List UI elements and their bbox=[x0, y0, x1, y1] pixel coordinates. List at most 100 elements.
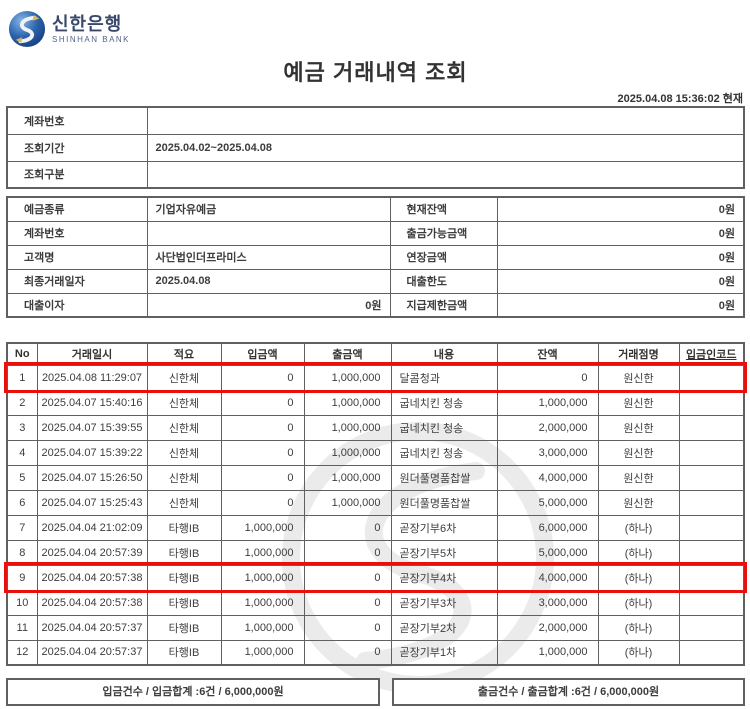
col-header-withdrawal: 출금액 bbox=[303, 342, 392, 366]
cell-datetime: 2025.04.04 20:57:37 bbox=[36, 614, 148, 641]
field-value bbox=[146, 160, 745, 189]
cell-type: 신한체 bbox=[146, 439, 222, 466]
cell-no: 8 bbox=[6, 539, 38, 566]
cell-branch: (하나) bbox=[597, 589, 680, 616]
withdrawal-summary: 출금건수 / 출금합계 :6건 / 6,000,000원 bbox=[392, 678, 745, 706]
field-value: 0원 bbox=[496, 244, 745, 270]
cell-datetime: 2025.04.07 15:39:55 bbox=[36, 414, 148, 441]
cell-datetime: 2025.04.04 20:57:38 bbox=[36, 564, 148, 591]
cell-deposit: 1,000,000 bbox=[220, 589, 305, 616]
cell-type: 타행IB bbox=[146, 589, 222, 616]
cell-description: 곧장기부4차 bbox=[390, 564, 498, 591]
transaction-row: 10 2025.04.04 20:57:38 타행IB 1,000,000 0 곧장기부3… bbox=[6, 589, 745, 616]
cell-balance: 1,000,000 bbox=[496, 389, 599, 416]
account-info-row: 예금종류 기업자유예금 현재잔액 0원 bbox=[6, 196, 745, 222]
transaction-row: 1 2025.04.08 11:29:07 신한체 0 1,000,000 달콤청과 0 원신… bbox=[4, 362, 747, 393]
summary-section: 입금건수 / 입금합계 :6건 / 6,000,000원 출금건수 / 출금합계… bbox=[6, 678, 745, 706]
cell-no: 9 bbox=[6, 564, 38, 591]
cell-balance: 0 bbox=[496, 364, 599, 391]
cell-deposit: 1,000,000 bbox=[220, 639, 305, 666]
field-value: 0원 bbox=[146, 292, 391, 318]
cell-deposit: 0 bbox=[220, 364, 305, 391]
field-value: 2025.04.08 bbox=[146, 268, 391, 294]
cell-balance: 4,000,000 bbox=[496, 564, 599, 591]
bank-name-korean: 신한은행 bbox=[52, 13, 123, 34]
col-header-code[interactable]: 입금인코드 bbox=[678, 342, 745, 366]
cell-withdrawal: 0 bbox=[303, 614, 392, 641]
cell-code bbox=[678, 564, 745, 591]
cell-balance: 4,000,000 bbox=[496, 464, 599, 491]
cell-no: 1 bbox=[6, 364, 38, 391]
cell-deposit: 1,000,000 bbox=[220, 514, 305, 541]
cell-no: 3 bbox=[6, 414, 38, 441]
transaction-row: 9 2025.04.04 20:57:38 타행IB 1,000,000 0 곧장기부4차… bbox=[4, 562, 747, 593]
cell-code bbox=[678, 539, 745, 566]
field-value: 0원 bbox=[496, 268, 745, 294]
cell-balance: 2,000,000 bbox=[496, 614, 599, 641]
field-value: 0원 bbox=[496, 292, 745, 318]
cell-description: 곧장기부3차 bbox=[390, 589, 498, 616]
transaction-row: 7 2025.04.04 21:02:09 타행IB 1,000,000 0 곧장기부6차… bbox=[6, 514, 745, 541]
cell-datetime: 2025.04.04 20:57:37 bbox=[36, 639, 148, 666]
cell-balance: 3,000,000 bbox=[496, 589, 599, 616]
transaction-row: 5 2025.04.07 15:26:50 신한체 0 1,000,000 원더풀명품찹쌀… bbox=[6, 464, 745, 491]
cell-description: 원더풀명품찹쌀 bbox=[390, 489, 498, 516]
cell-branch: (하나) bbox=[597, 564, 680, 591]
field-label: 지급제한금액 bbox=[389, 292, 498, 318]
cell-deposit: 1,000,000 bbox=[220, 614, 305, 641]
transactions-section: No 거래일시 적요 입금액 출금액 내용 잔액 거래점명 입금인코드 1 2025.04.08 … bbox=[4, 342, 747, 694]
cell-code bbox=[678, 614, 745, 641]
col-header-deposit: 입금액 bbox=[220, 342, 305, 366]
transaction-row: 3 2025.04.07 15:39:55 신한체 0 1,000,000 굽네치킨 청송… bbox=[6, 414, 745, 441]
field-value: 2025.04.02~2025.04.08 bbox=[146, 133, 745, 162]
cell-no: 12 bbox=[6, 639, 38, 666]
cell-branch: 원신한 bbox=[597, 489, 680, 516]
bank-name-english: SHINHAN BANK bbox=[52, 34, 131, 44]
cell-branch: 원신한 bbox=[597, 389, 680, 416]
account-info-row: 대출이자 0원 지급제한금액 0원 bbox=[6, 292, 745, 318]
cell-deposit: 0 bbox=[220, 464, 305, 491]
cell-balance: 2,000,000 bbox=[496, 414, 599, 441]
account-info-row: 고객명 사단법인더프라미스 연장금액 0원 bbox=[6, 244, 745, 270]
cell-description: 곧장기부2차 bbox=[390, 614, 498, 641]
cell-withdrawal: 1,000,000 bbox=[303, 439, 392, 466]
cell-type: 타행IB bbox=[146, 639, 222, 666]
field-value: 사단법인더프라미스 bbox=[146, 244, 391, 270]
cell-branch: 원신한 bbox=[597, 439, 680, 466]
cell-no: 7 bbox=[6, 514, 38, 541]
cell-withdrawal: 1,000,000 bbox=[303, 489, 392, 516]
query-info-table: 계좌번호 조회기간 2025.04.02~2025.04.08 조회구분 bbox=[6, 106, 745, 189]
col-header-branch: 거래점명 bbox=[597, 342, 680, 366]
cell-withdrawal: 1,000,000 bbox=[303, 389, 392, 416]
cell-balance: 3,000,000 bbox=[496, 439, 599, 466]
shinhan-logo: 신한은행 SHINHAN BANK bbox=[8, 10, 130, 48]
cell-datetime: 2025.04.08 11:29:07 bbox=[36, 364, 148, 391]
field-label: 계좌번호 bbox=[6, 220, 148, 246]
col-header-no: No bbox=[6, 342, 38, 366]
cell-deposit: 1,000,000 bbox=[220, 564, 305, 591]
cell-type: 신한체 bbox=[146, 489, 222, 516]
cell-balance: 5,000,000 bbox=[496, 539, 599, 566]
cell-branch: (하나) bbox=[597, 539, 680, 566]
cell-datetime: 2025.04.04 20:57:38 bbox=[36, 589, 148, 616]
cell-deposit: 0 bbox=[220, 489, 305, 516]
cell-no: 4 bbox=[6, 439, 38, 466]
cell-no: 11 bbox=[6, 614, 38, 641]
cell-withdrawal: 0 bbox=[303, 539, 392, 566]
cell-type: 신한체 bbox=[146, 389, 222, 416]
col-header-datetime: 거래일시 bbox=[36, 342, 148, 366]
page-title: 예금 거래내역 조회 bbox=[283, 60, 468, 85]
cell-code bbox=[678, 364, 745, 391]
field-value: 기업자유예금 bbox=[146, 196, 391, 222]
page-header: 신한은행 SHINHAN BANK 예금 거래내역 조회 2025.04.08 … bbox=[6, 10, 745, 106]
cell-balance: 6,000,000 bbox=[496, 514, 599, 541]
field-value bbox=[146, 106, 745, 135]
cell-branch: 원신한 bbox=[597, 364, 680, 391]
deposit-summary: 입금건수 / 입금합계 :6건 / 6,000,000원 bbox=[6, 678, 380, 706]
cell-datetime: 2025.04.07 15:25:43 bbox=[36, 489, 148, 516]
cell-type: 신한체 bbox=[146, 464, 222, 491]
cell-code bbox=[678, 414, 745, 441]
cell-description: 곧장기부5차 bbox=[390, 539, 498, 566]
cell-deposit: 0 bbox=[220, 389, 305, 416]
field-label: 조회기간 bbox=[6, 133, 148, 162]
